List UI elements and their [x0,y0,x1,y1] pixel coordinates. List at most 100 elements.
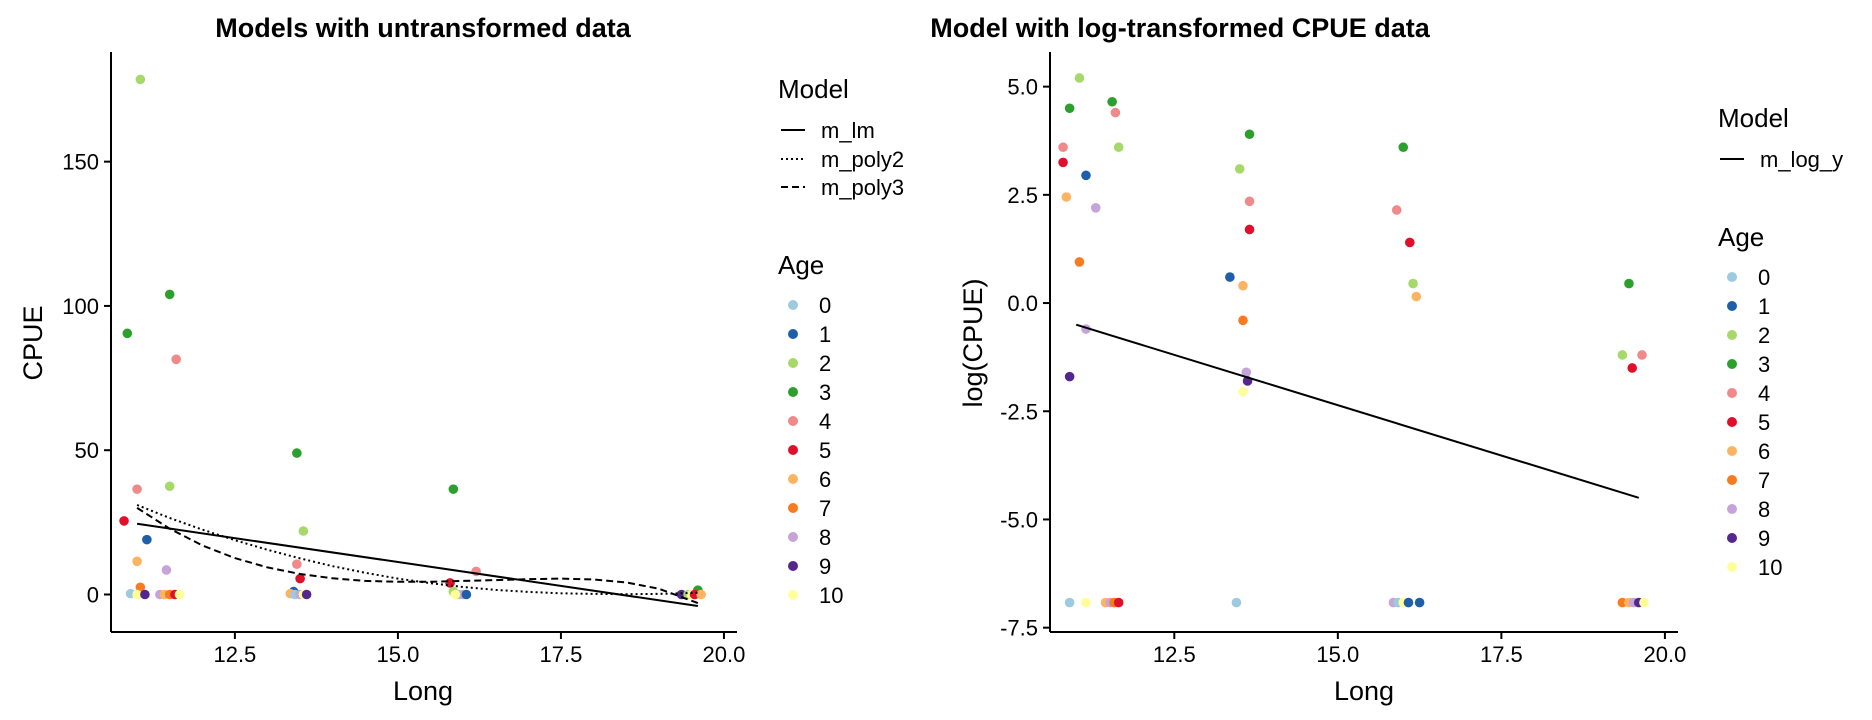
legend-label: 5 [819,438,831,463]
data-point-age-9 [301,589,312,600]
legend-item-m-poly3: m_poly3 [781,175,904,200]
data-point-age-3 [1398,142,1409,153]
data-point-age-7 [1074,257,1085,267]
legend-key-dot [788,445,798,455]
legend-title-model: Model [1718,103,1789,133]
legend-item-age-0: 0 [1727,265,1770,290]
legend-key-dot [788,590,798,600]
data-point-age-10 [132,589,142,600]
data-point-age-0 [1231,597,1242,608]
legend-key-dot [1727,446,1737,456]
data-point-age-2 [1408,278,1418,289]
data-point-age-3 [292,448,302,458]
legend-title-model: Model [778,74,849,104]
legend-title-age: Age [1718,222,1764,252]
x-tick-label: 20.0 [1644,642,1687,667]
data-point-age-2 [164,481,175,492]
data-point-age-1 [142,534,152,545]
data-point-age-9 [140,589,150,600]
legend-item-age-3: 3 [1727,352,1770,377]
legend-key-dot [788,358,798,368]
legend-item-age-4: 4 [1727,381,1770,406]
legend-key-dot [1727,533,1737,543]
legend-item-age-4: 4 [788,409,831,434]
y-tick-label: 5.0 [1007,75,1038,100]
legend-label: 2 [1758,323,1770,348]
legend-label: 3 [1758,352,1770,377]
data-point-age-5 [445,578,455,588]
y-tick-label: 0.0 [1007,291,1038,316]
panel-log-transformed: Model with log-transformed CPUE data Lon… [930,13,1843,706]
legend-item-age-0: 0 [788,293,831,318]
data-point-age-3 [448,484,459,494]
data-point-age-0 [1064,597,1075,608]
legend-label: 10 [1758,555,1782,580]
age-legend: Age 0 1 2 3 4 5 6 7 8 9 10 [1718,222,1782,580]
data-point-age-10 [1081,597,1091,608]
legend-label: 6 [819,467,831,492]
legend-item-age-5: 5 [788,438,831,463]
data-point-age-4 [1391,205,1402,215]
age-legend: Age 0 1 2 3 4 5 6 7 8 9 10 [778,250,843,608]
data-point-age-1 [461,589,472,600]
legend-key-dot [788,561,798,571]
data-point-age-8 [1090,203,1101,213]
data-point-age-7 [1238,315,1248,326]
legend-key-dot [1727,504,1737,514]
legend-item-age-1: 1 [1727,294,1770,319]
legend-item-age-8: 8 [1727,497,1770,522]
data-point-age-5 [1113,597,1124,608]
y-tick-label: 0 [87,582,99,607]
data-point-age-4 [132,484,142,494]
legend-label: 10 [819,583,843,608]
legend-item-age-10: 10 [788,583,843,608]
data-point-age-1 [1225,272,1235,282]
legend-title-age: Age [778,250,824,280]
data-point-age-10 [1639,597,1649,608]
legend-key-dot [1727,475,1737,485]
age-legend-items: 0 1 2 3 4 5 6 7 8 9 10 [1727,265,1782,580]
data-point-age-8 [1241,367,1252,378]
legend-key-dot [788,416,798,426]
data-point-age-4 [1058,142,1068,153]
legend-item-m-lm: m_lm [781,118,875,143]
data-point-age-6 [1238,280,1248,291]
legend-label: 4 [1758,381,1770,406]
legend-label: 0 [819,293,831,318]
chart-title: Models with untransformed data [215,13,632,43]
y-tick-label: -7.5 [1000,616,1038,641]
x-tick-label: 17.5 [540,642,583,667]
y-axis-title: CPUE [18,305,48,380]
data-point-age-1 [1414,597,1425,608]
y-tick-label: 2.5 [1007,183,1038,208]
data-point-age-5 [1627,363,1638,373]
legend-key-dot [788,532,798,542]
legend-item-age-5: 5 [1727,410,1770,435]
data-point-age-4 [1244,196,1255,207]
y-tick-label: 150 [62,150,99,175]
y-tick-label: 100 [62,294,99,319]
model-line-m-log-y [1075,323,1640,499]
legend-item-age-6: 6 [1727,439,1770,464]
legend-label: 2 [819,351,831,376]
legend-label: 6 [1758,439,1770,464]
legend-key-dot [1727,272,1737,282]
x-tick-label: 15.0 [1316,642,1359,667]
legend-label: 9 [1758,526,1770,551]
legend-key-dot [1727,417,1737,427]
data-point-age-5 [1058,157,1068,168]
legend-item-age-1: 1 [788,322,831,347]
legend-label: 1 [819,322,831,347]
model-line-m-poly2 [136,504,698,596]
data-point-age-10 [450,589,461,600]
data-point-age-2 [1074,73,1085,83]
legend-key-dot [1727,562,1737,572]
legend-key-dot [1727,388,1737,398]
legend-item-age-10: 10 [1727,555,1782,580]
x-tick-label: 17.5 [1480,642,1523,667]
data-point-age-2 [1113,142,1124,153]
y-tick-label: -5.0 [1000,507,1038,532]
data-point-age-8 [161,565,172,575]
data-point-age-3 [1107,96,1117,107]
legend-key-dot [788,503,798,513]
